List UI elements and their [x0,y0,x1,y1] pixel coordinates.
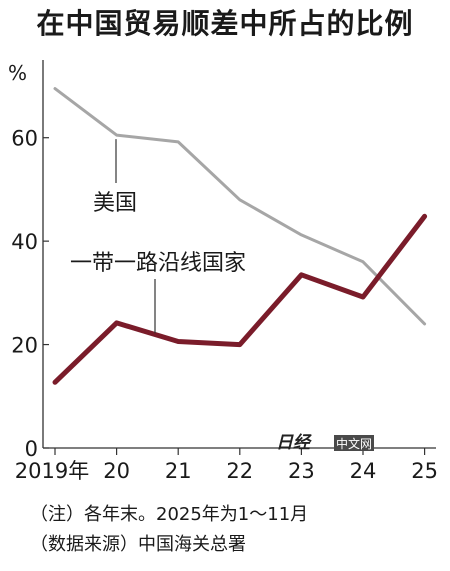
belt-road-series-label: 一带一路沿线国家 [70,251,246,276]
footnote-period: （注）各年末。2025年为1～11月 [30,504,309,525]
y-tick-label: 0 [25,437,38,461]
footnote-source: （数据来源）中国海关总署 [30,534,246,555]
x-tick-label: 25 [411,459,438,483]
x-tick-label: 24 [350,459,377,483]
watermark-badge [334,435,374,451]
x-tick-label: 20 [103,459,130,483]
chart-title: 在中国贸易顺差中所占的比例 [36,7,414,40]
x-tick-label: 23 [288,459,315,483]
y-axis-unit: % [8,61,27,85]
watermark-label: 中文网 [336,436,372,451]
y-tick-label: 40 [11,230,38,254]
us-series-line [53,87,427,326]
nikkei-logo: 日经 [276,433,312,453]
us-series-label: 美国 [93,191,137,216]
belt-road-series-line [52,213,428,385]
x-tick-label: 22 [226,459,253,483]
x-tick-label: 21 [165,459,192,483]
x-tick-label: 2019年 [15,459,89,483]
y-tick-label: 60 [11,127,38,151]
y-tick-label: 20 [11,334,38,358]
